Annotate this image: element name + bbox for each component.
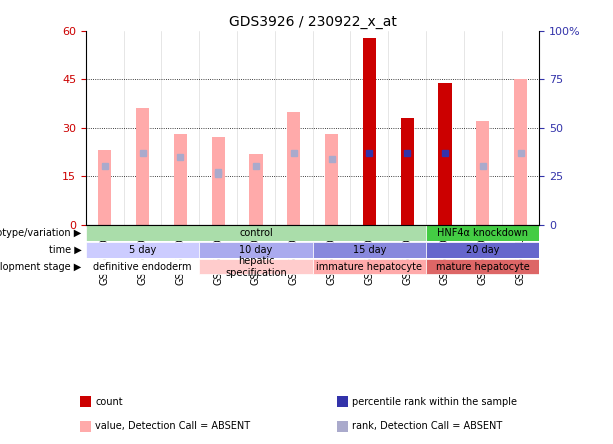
Text: count: count xyxy=(95,397,123,407)
Bar xyxy=(476,121,489,225)
Bar xyxy=(363,112,376,225)
Text: 10 day: 10 day xyxy=(239,245,273,255)
Bar xyxy=(363,38,376,225)
Bar xyxy=(173,134,187,225)
Bar xyxy=(438,83,452,225)
FancyBboxPatch shape xyxy=(426,226,539,241)
Text: 5 day: 5 day xyxy=(129,245,156,255)
FancyBboxPatch shape xyxy=(86,259,199,274)
FancyBboxPatch shape xyxy=(426,242,539,258)
FancyBboxPatch shape xyxy=(199,259,313,274)
Text: value, Detection Call = ABSENT: value, Detection Call = ABSENT xyxy=(95,421,250,431)
Text: definitive endoderm: definitive endoderm xyxy=(93,262,192,272)
Bar xyxy=(136,108,149,225)
FancyBboxPatch shape xyxy=(86,242,199,258)
Bar xyxy=(287,112,300,225)
Bar xyxy=(325,134,338,225)
Text: mature hepatocyte: mature hepatocyte xyxy=(436,262,530,272)
Bar xyxy=(98,151,112,225)
Text: HNF4α knockdown: HNF4α knockdown xyxy=(437,228,528,238)
FancyBboxPatch shape xyxy=(199,242,313,258)
Text: genotype/variation ▶: genotype/variation ▶ xyxy=(0,228,82,238)
Bar xyxy=(514,79,527,225)
Bar xyxy=(249,154,262,225)
Text: immature hepatocyte: immature hepatocyte xyxy=(316,262,422,272)
FancyBboxPatch shape xyxy=(426,259,539,274)
FancyBboxPatch shape xyxy=(313,259,426,274)
Bar xyxy=(211,138,225,225)
Text: hepatic
specification: hepatic specification xyxy=(225,256,287,278)
Bar xyxy=(400,118,414,225)
Text: time ▶: time ▶ xyxy=(48,245,82,255)
FancyBboxPatch shape xyxy=(86,226,426,241)
Text: development stage ▶: development stage ▶ xyxy=(0,262,82,272)
FancyBboxPatch shape xyxy=(313,242,426,258)
Text: 20 day: 20 day xyxy=(466,245,500,255)
Text: 15 day: 15 day xyxy=(352,245,386,255)
Text: percentile rank within the sample: percentile rank within the sample xyxy=(352,397,517,407)
Text: control: control xyxy=(239,228,273,238)
Text: rank, Detection Call = ABSENT: rank, Detection Call = ABSENT xyxy=(352,421,503,431)
Title: GDS3926 / 230922_x_at: GDS3926 / 230922_x_at xyxy=(229,15,397,29)
